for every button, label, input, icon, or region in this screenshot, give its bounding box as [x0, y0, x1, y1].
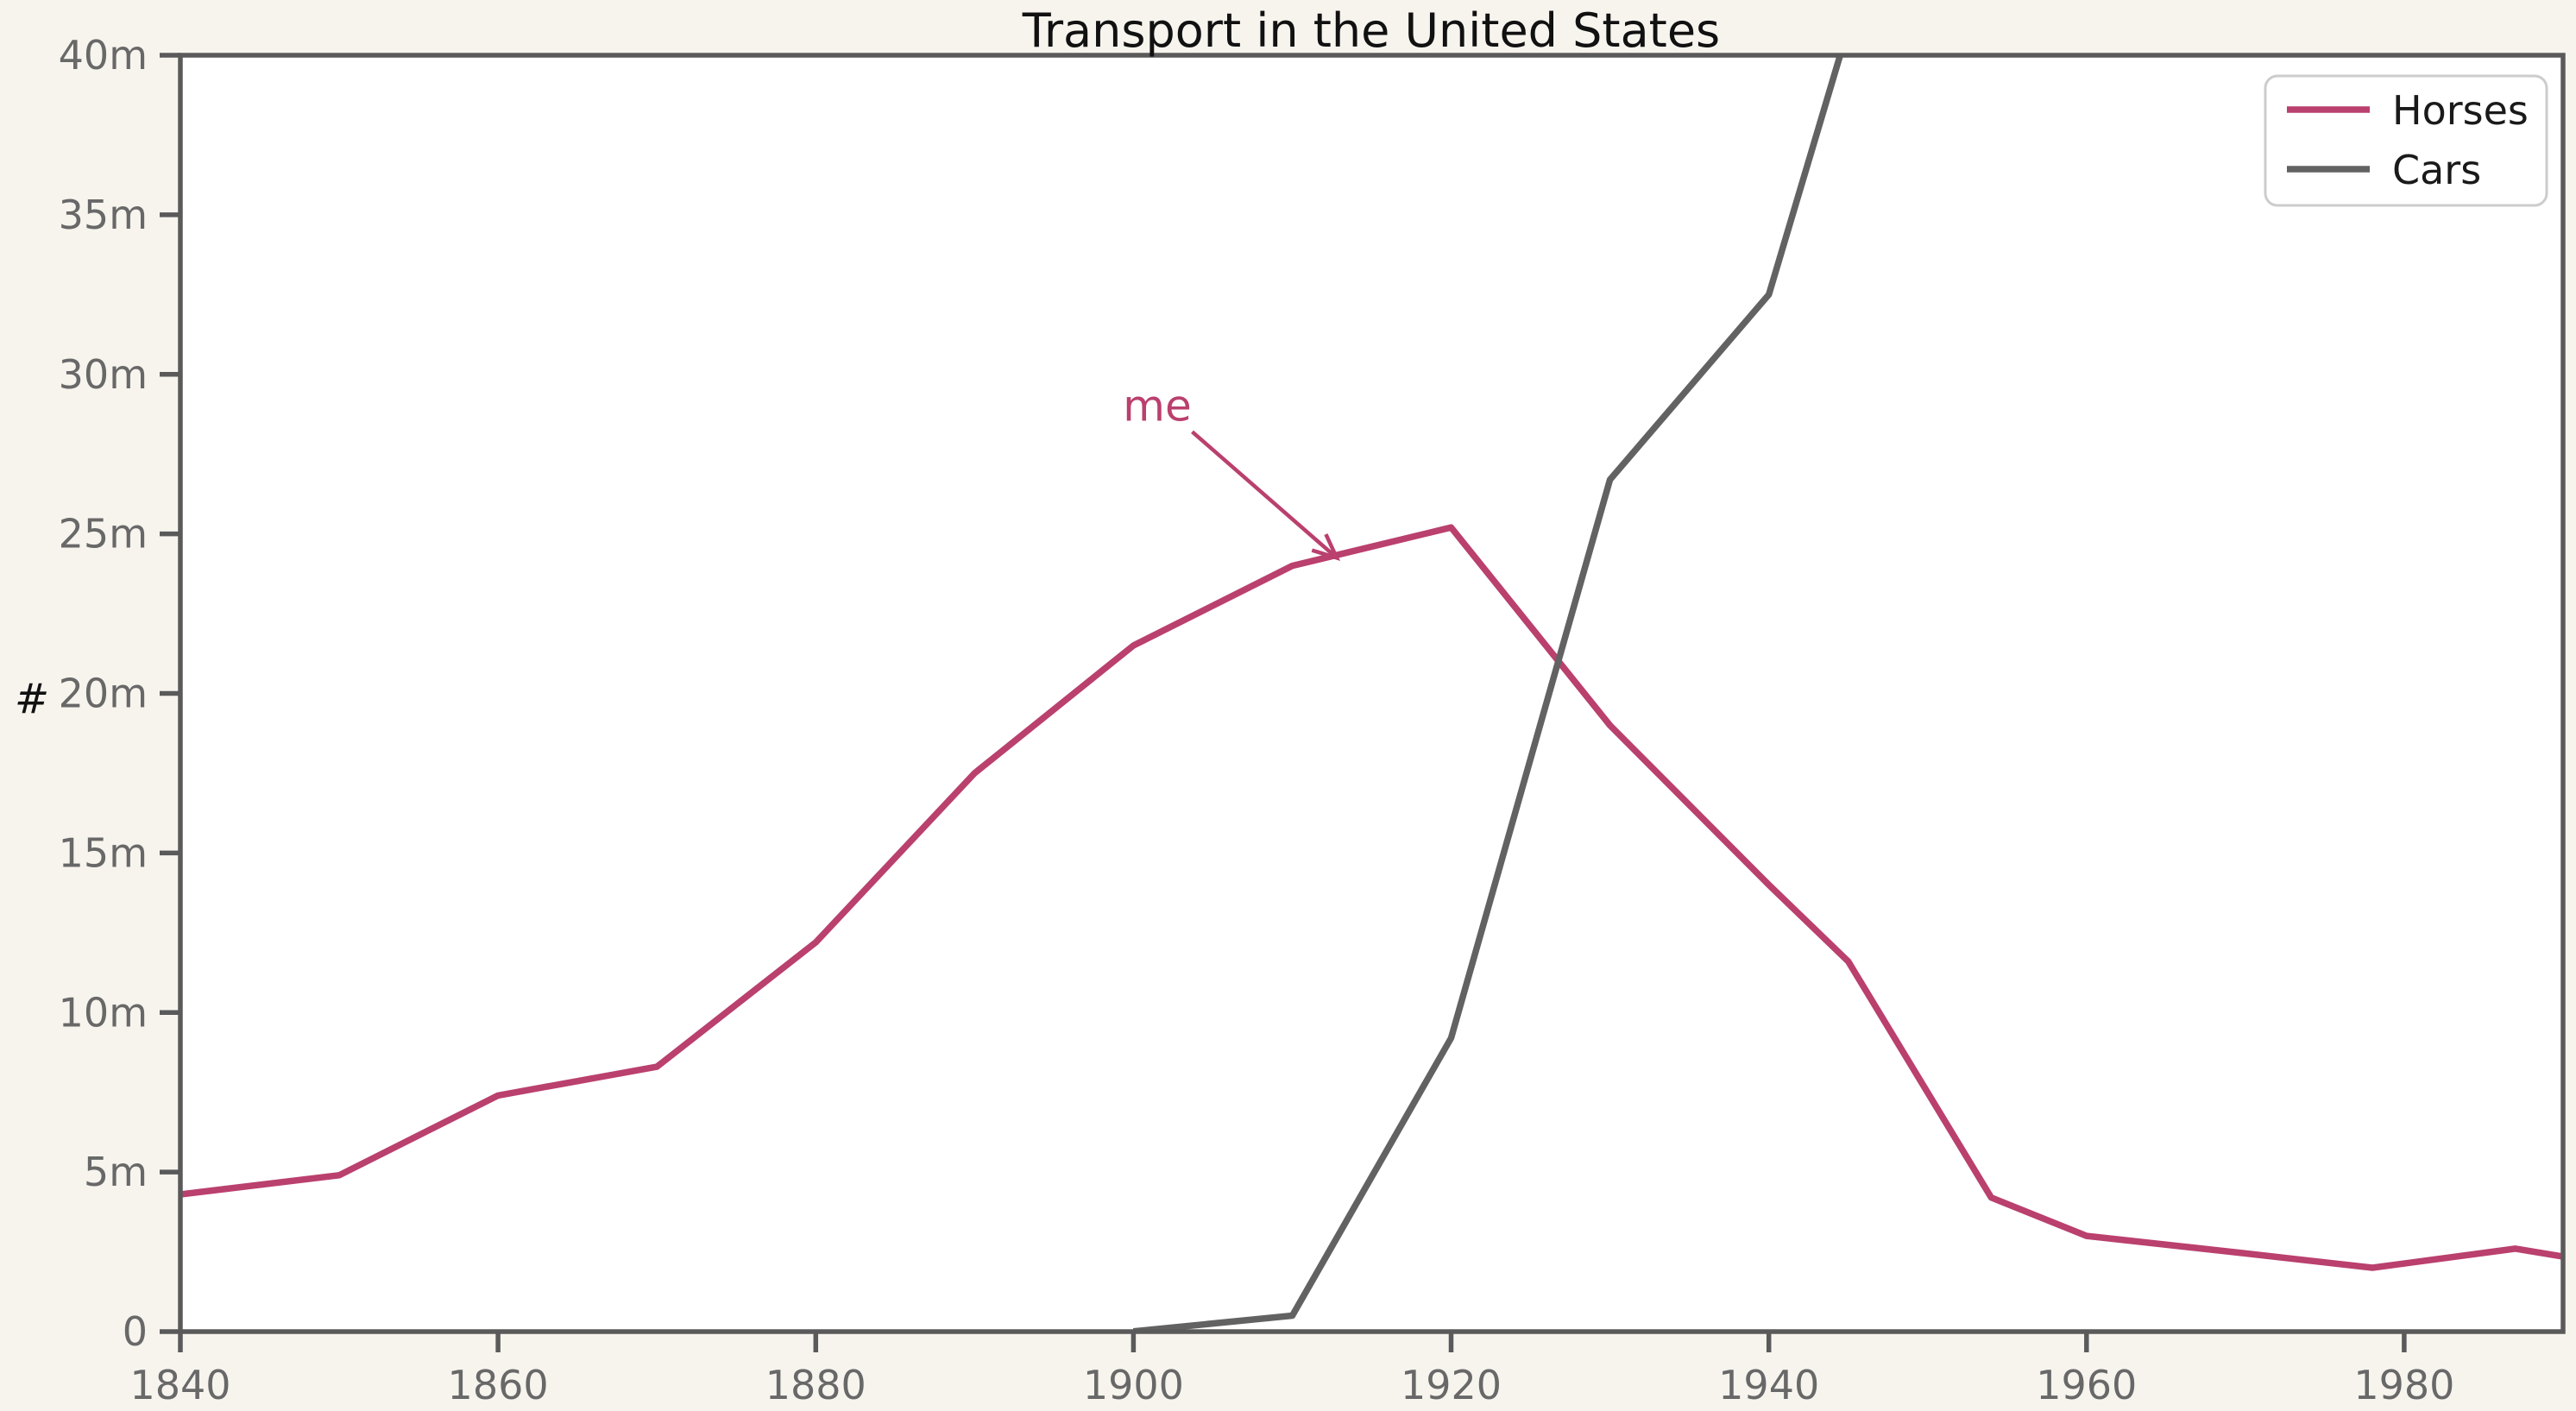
cars-line [1133, 55, 1844, 1332]
plot-area [180, 55, 2563, 1332]
y-tick-label: 15m [59, 829, 148, 876]
x-axis: 1840 1860 1880 1900 1920 1940 1960 1980 [129, 1332, 2454, 1408]
x-tick-label: 1880 [765, 1362, 866, 1408]
axes-spines [178, 53, 2566, 1334]
legend-horses-label: Horses [2392, 87, 2529, 134]
y-tick-label: 20m [59, 671, 148, 717]
x-tick-label: 1920 [1401, 1362, 1502, 1408]
legend: Horses Cars [2264, 74, 2548, 207]
y-tick-label: 40m [59, 32, 148, 79]
y-axis: 0 5m 10m 15m 20m 25m 30m 35m 40m [59, 32, 180, 1355]
y-tick-label: 0 [123, 1308, 148, 1355]
annotation: me [1123, 381, 1341, 562]
annotation-arrow-shaft [1191, 430, 1338, 560]
chart-title: Transport in the United States [1022, 3, 1720, 58]
annotation-arrowhead-icon [1311, 533, 1341, 562]
y-tick-label: 5m [84, 1149, 148, 1195]
x-tick-label: 1860 [448, 1362, 549, 1408]
x-tick-label: 1840 [129, 1362, 230, 1408]
horses-line [180, 524, 2563, 1271]
y-tick-label: 25m [59, 511, 148, 557]
y-tick-label: 10m [59, 989, 148, 1036]
x-tick-label: 1900 [1083, 1362, 1184, 1408]
y-axis-label: # [15, 675, 49, 723]
legend-cars-label: Cars [2392, 147, 2481, 193]
x-tick-label: 1980 [2353, 1362, 2454, 1408]
series-lines [180, 55, 2563, 1332]
y-tick-label: 30m [59, 351, 148, 398]
x-tick-label: 1960 [2036, 1362, 2137, 1408]
x-tick-label: 1940 [1718, 1362, 1819, 1408]
annotation-text: me [1123, 381, 1191, 431]
y-tick-label: 35m [59, 192, 148, 238]
